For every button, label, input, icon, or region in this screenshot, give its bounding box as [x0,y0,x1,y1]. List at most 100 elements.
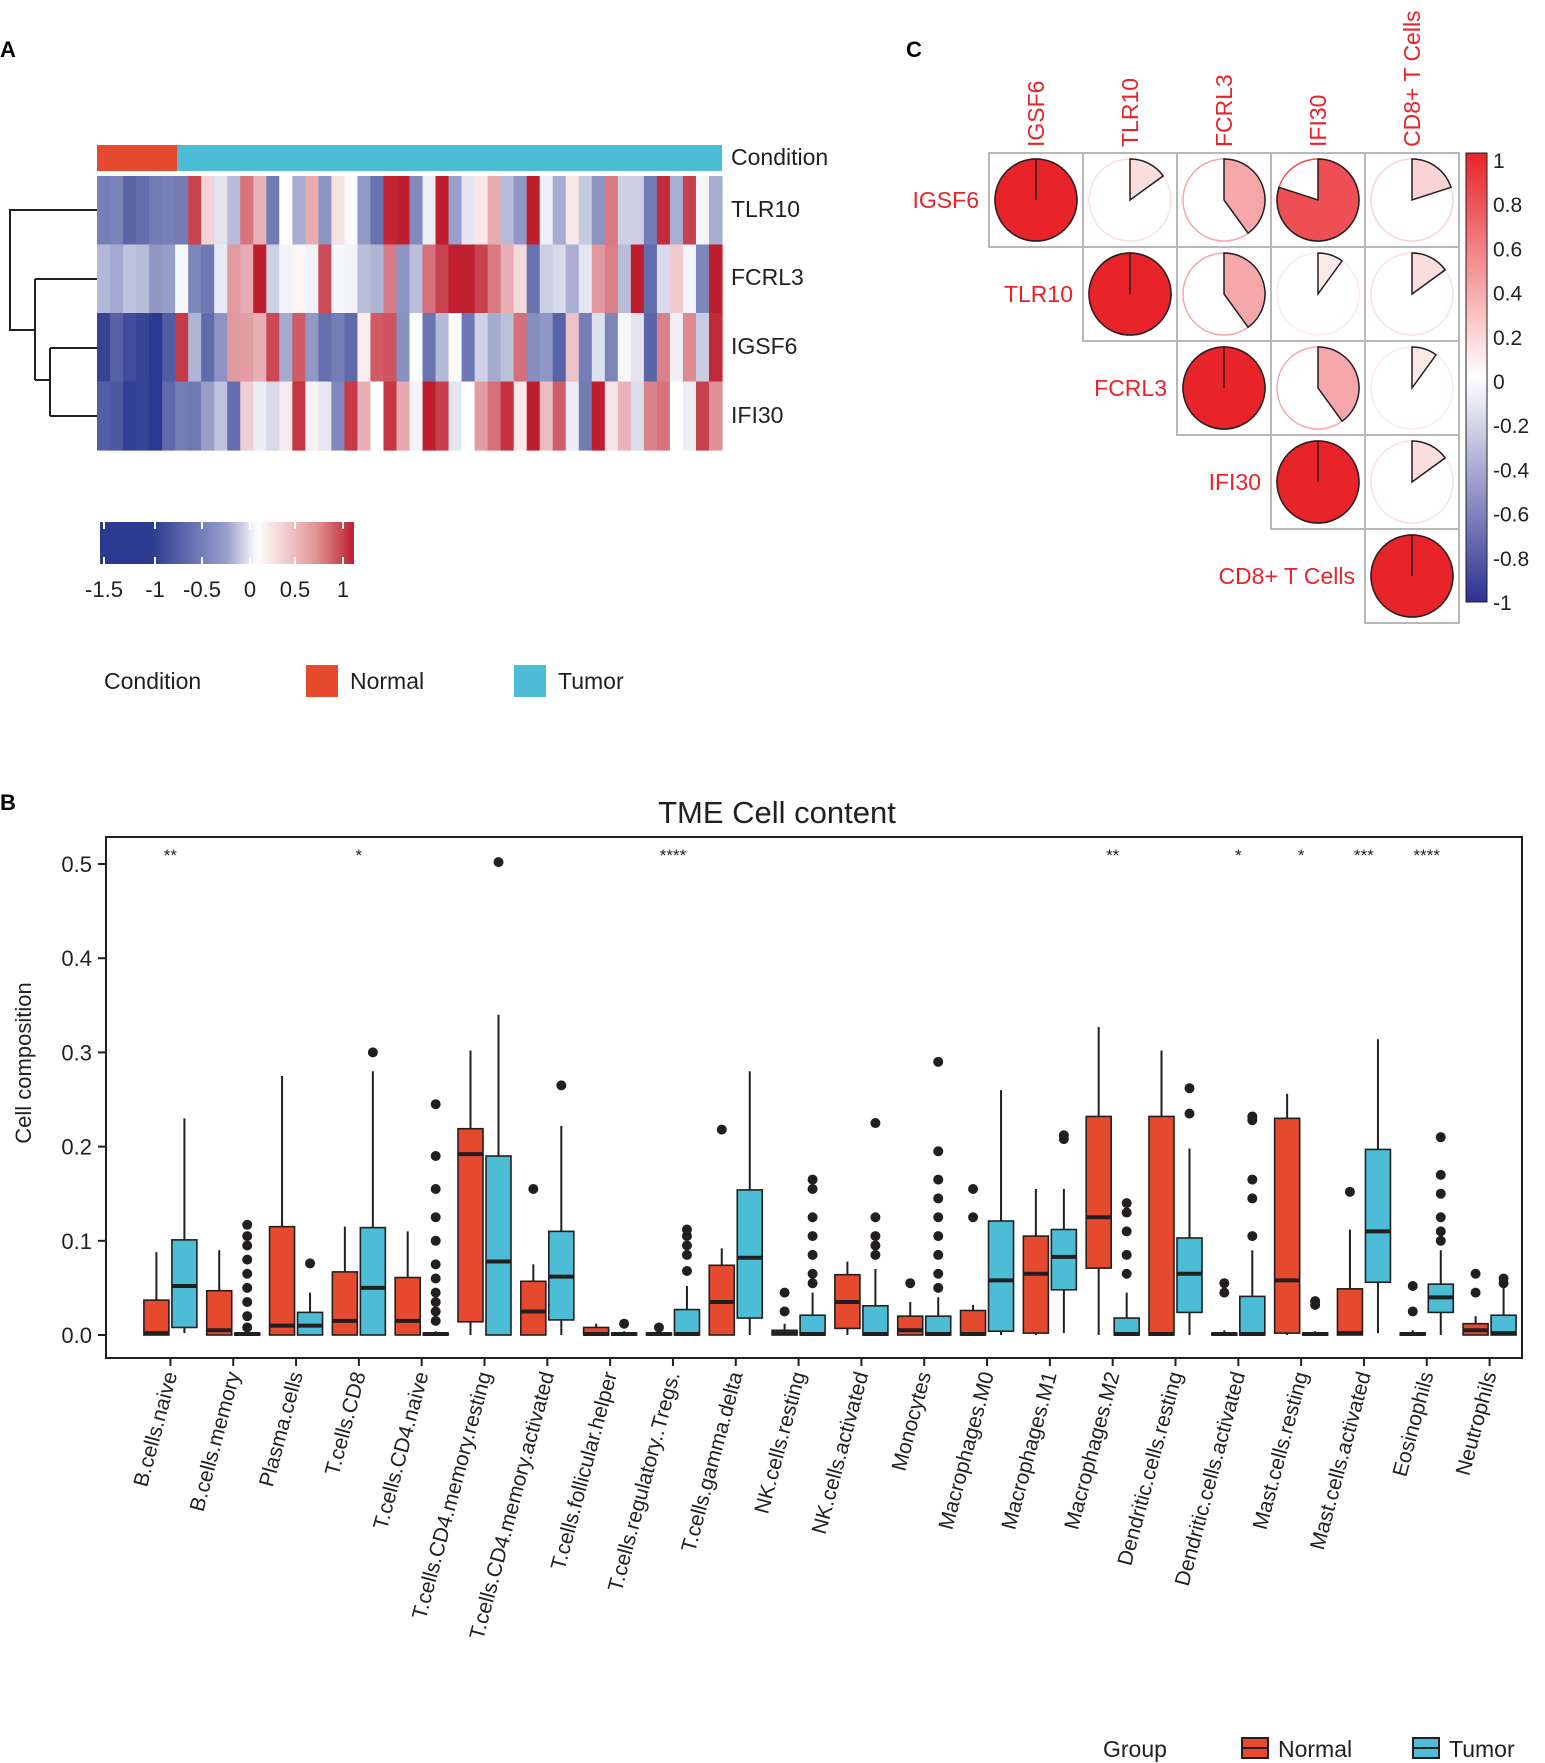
heatmap-cell [591,244,606,314]
heatmap-cell [539,381,554,451]
heatmap-cell [227,381,241,451]
heatmap-cell [409,313,424,383]
heatmap-cell [474,381,489,451]
correlation-pie [1411,346,1438,391]
outlier-point [968,1183,979,1194]
heatmap-cell [188,313,202,383]
correlation-colorbar-gradient [1465,152,1488,603]
gene-label-fcrl3: FCRL3 [731,264,804,290]
heatmap-cell [305,176,319,246]
correlation-colorbar-label: 0.4 [1493,283,1523,306]
box-body [268,1225,296,1336]
heatmap-cell [240,381,254,451]
outlier-point [779,1306,790,1317]
box-tumor [548,1080,575,1335]
heatmap-cell [695,244,710,314]
outlier-point [242,1240,253,1251]
heatmap-cell [383,313,398,383]
box-normal [708,1124,736,1336]
correlation-cell [1364,152,1460,248]
heatmap-cell [539,176,554,246]
x-tick-label: T.cells.regulatory..Tregs. [604,1369,685,1594]
heatmap-cell [344,381,359,451]
x-tick-label: Neutrophils [1452,1369,1502,1478]
heatmap-cell [669,313,684,383]
panel-c-letter: C [906,37,922,62]
correlation-cell [1364,246,1460,342]
heatmap-cell [292,244,306,314]
heatmap-cell [435,381,450,451]
heatmap-cell [162,176,176,246]
outlier-point [1435,1226,1446,1237]
outlier-point [305,1258,316,1269]
outlier-point [681,1249,692,1260]
correlation-row-labels: IGSF6 TLR10 FCRL3 IFI30 CD8+ T Cells [913,187,1355,589]
heatmap-cell [591,313,606,383]
heatmap-cell [357,313,372,383]
outlier-point [1247,1174,1258,1185]
panel-c-correlation: C IGSF6 TLR10 FCRL3 IFI30 CD8+ T Cells IGSF6… [906,10,1530,624]
heatmap-cell [526,313,541,383]
outlier-point [1435,1169,1446,1180]
heatmap-cell [344,313,359,383]
outlier-point [807,1231,818,1242]
box-body [959,1309,987,1336]
heatmap-cell [539,244,554,314]
heatmap-cell [630,244,645,314]
heatmap-cell [318,381,332,451]
heatmap-cell [656,244,671,314]
box-body [143,1299,170,1336]
gene-label-ifi30: IFI30 [731,402,783,428]
box-tumor [485,857,512,1336]
box-normal [645,1322,673,1337]
correlation-colorbar-label: 0.8 [1493,194,1522,217]
heatmap-cell [266,381,280,451]
correlation-cell [1270,152,1366,248]
heatmap-cell [370,381,385,451]
heatmap-gene-labels: TLR10 FCRL3 IGSF6 IFI30 [731,196,804,428]
heatmap-cell [97,381,111,451]
heatmap-cell [448,313,463,383]
outlier-point [933,1231,944,1242]
outlier-point [933,1282,944,1293]
box-tumor [1050,1130,1078,1334]
correlation-cell [1364,528,1460,624]
outlier-point [870,1249,881,1260]
heatmap-cell [97,244,111,314]
condition-annotation-bar [97,145,722,171]
outlier-point [1121,1226,1132,1237]
correlation-cell [1176,340,1272,436]
outlier-point [242,1231,253,1242]
box-normal [520,1183,547,1336]
heatmap-cell [630,381,645,451]
heatmap-cell [695,313,710,383]
box-normal [896,1278,924,1336]
heatmap-cell [123,313,137,383]
gene-label-igsf6: IGSF6 [731,333,797,359]
significance-mark: ** [1106,846,1120,865]
heatmap-cell [422,381,437,451]
outlier-point [1435,1188,1446,1199]
heatmap-cell [448,244,463,314]
heatmap-cell [500,244,515,314]
correlation-colorbar-label: -0.8 [1493,548,1529,571]
correlation-grid [988,152,1460,624]
x-tick-label: Mast.cells.resting [1249,1369,1313,1532]
heatmap-cell [149,381,163,451]
box-normal [143,1252,170,1336]
correlation-cell [1176,152,1272,248]
heatmap-cell [344,244,359,314]
y-tick-label: 0.0 [61,1323,92,1348]
box-normal [1085,1026,1112,1335]
heatmap-cell [656,176,671,246]
heatmap-cell [201,244,215,314]
correlation-column-label: FCRL3 [1211,74,1237,147]
heatmap-cell [409,176,424,246]
correlation-colorbar-label: -0.2 [1493,415,1529,438]
box-body [987,1220,1015,1333]
heatmap-cell [448,381,463,451]
heatmap-cell [604,176,619,246]
heatmap-cell [123,244,137,314]
outlier-point [1121,1249,1132,1260]
outlier-point [1435,1212,1446,1223]
